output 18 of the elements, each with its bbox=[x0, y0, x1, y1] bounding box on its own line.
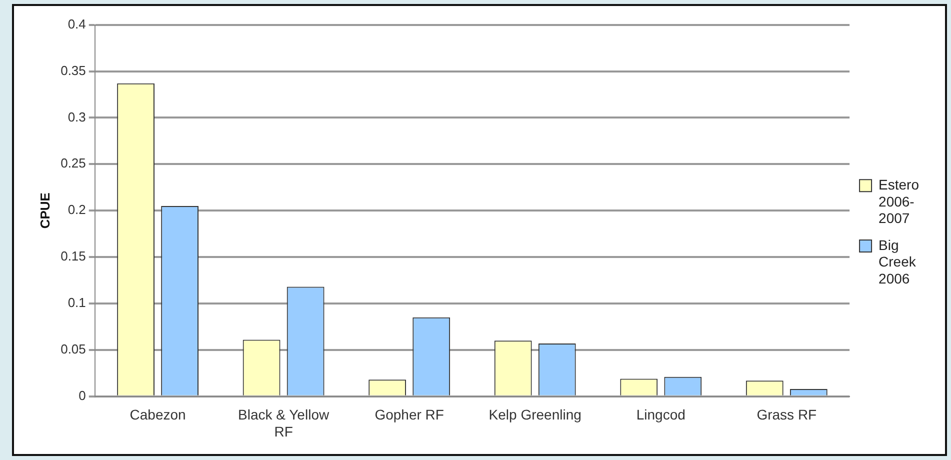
y-tick-label: 0.2 bbox=[68, 202, 86, 218]
y-tick-label: 0.4 bbox=[68, 16, 86, 32]
x-tick-label: Grass RF bbox=[756, 406, 817, 423]
x-tick-label: Kelp Greenling bbox=[488, 406, 582, 423]
legend-label: Big Creek 2006 bbox=[878, 236, 917, 286]
y-tick-label: 0.15 bbox=[60, 248, 86, 264]
y-tick-label: 0.05 bbox=[60, 342, 86, 357]
x-tick-label: Lingcod bbox=[636, 406, 686, 423]
y-tick-label: 0.35 bbox=[60, 62, 86, 78]
y-tick-label: 0.25 bbox=[60, 156, 86, 171]
legend-label: Estero 2006-2007 bbox=[878, 176, 920, 226]
x-tick-label: Gopher RF bbox=[374, 406, 444, 423]
y-tick-label: 0.1 bbox=[68, 295, 86, 310]
y-tick-label: 0.3 bbox=[68, 109, 86, 124]
y-tick-label: 0 bbox=[78, 388, 86, 403]
y-axis-title: CPUE bbox=[37, 192, 52, 229]
x-tick-label: Black & Yellow RF bbox=[238, 406, 330, 440]
x-tick-label: Cabezon bbox=[130, 406, 186, 423]
